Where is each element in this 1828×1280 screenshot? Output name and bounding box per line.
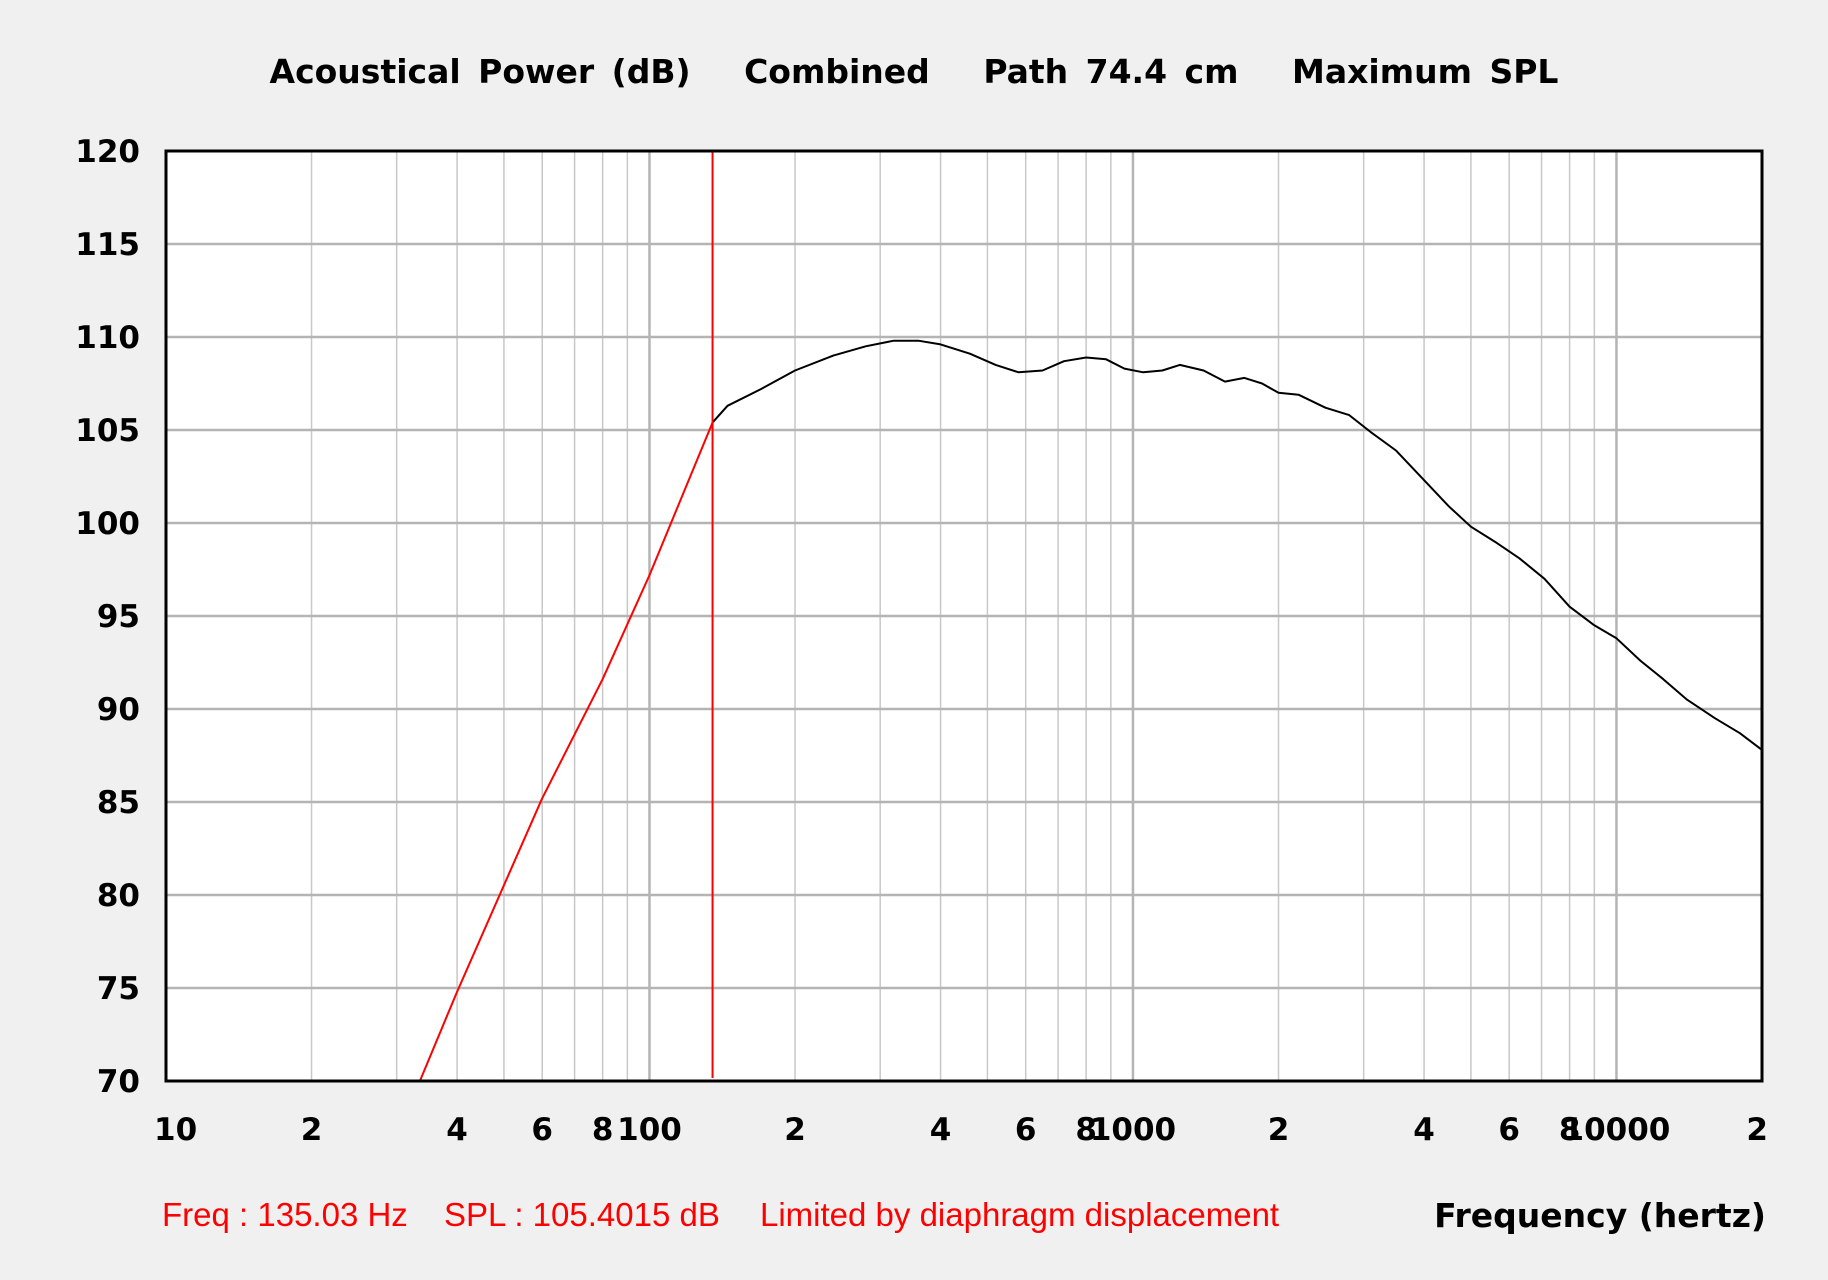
y-tick-label: 110 (75, 320, 140, 356)
x-tick-label: 4 (1413, 1112, 1435, 1148)
x-axis-label: Frequency (hertz) (1434, 1196, 1766, 1235)
x-tick-label: 4 (930, 1112, 952, 1148)
x-tick-label: 6 (1498, 1112, 1520, 1148)
y-tick-label: 100 (75, 506, 140, 542)
x-tick-label: 10000 (1563, 1112, 1671, 1148)
status-freq: Freq : 135.03 Hz (162, 1196, 408, 1233)
series-line-response (711, 339, 1763, 751)
y-tick-label: 90 (97, 692, 140, 728)
plot-frame (164, 149, 1764, 1083)
y-tick-label: 80 (97, 878, 140, 914)
grid (166, 151, 1762, 1081)
x-tick-label: 2 (784, 1112, 806, 1148)
x-tick-label: 8 (1559, 1112, 1581, 1148)
status-spl: SPL : 105.4015 dB (444, 1196, 720, 1233)
status-limit-note: Limited by diaphragm displacement (760, 1196, 1280, 1233)
series-line-limited (418, 422, 714, 1082)
title-quantity: Acoustical Power (dB) (269, 52, 691, 91)
y-tick-label: 75 (97, 971, 140, 1007)
x-tick-label: 8 (1075, 1112, 1097, 1148)
x-tick-label: 6 (1015, 1112, 1037, 1148)
y-axis-ticks: 120 115 110 105 100 95 90 85 80 75 70 (75, 134, 140, 1100)
x-tick-label: 100 (617, 1112, 682, 1148)
x-tick-label: 10 (154, 1112, 197, 1148)
y-tick-label: 120 (75, 134, 140, 170)
title-path: Path 74.4 cm (983, 52, 1239, 91)
y-tick-label: 105 (75, 413, 140, 449)
title-mode: Combined (744, 52, 930, 91)
y-tick-label: 115 (75, 227, 140, 263)
y-tick-label: 70 (97, 1064, 140, 1100)
x-tick-label: 2 (301, 1112, 323, 1148)
x-tick-label: 4 (446, 1112, 468, 1148)
x-tick-label: 2 (1746, 1112, 1768, 1148)
x-tick-label: 6 (531, 1112, 553, 1148)
chart-title: Acoustical Power (dB) Combined Path 74.4… (0, 52, 1828, 91)
title-condition: Maximum SPL (1292, 52, 1559, 91)
x-tick-label: 1000 (1090, 1112, 1176, 1148)
series-group (418, 339, 1763, 1082)
y-tick-label: 85 (97, 785, 140, 821)
y-tick-label: 95 (97, 599, 140, 635)
x-tick-label: 8 (592, 1112, 614, 1148)
x-tick-label: 2 (1268, 1112, 1290, 1148)
